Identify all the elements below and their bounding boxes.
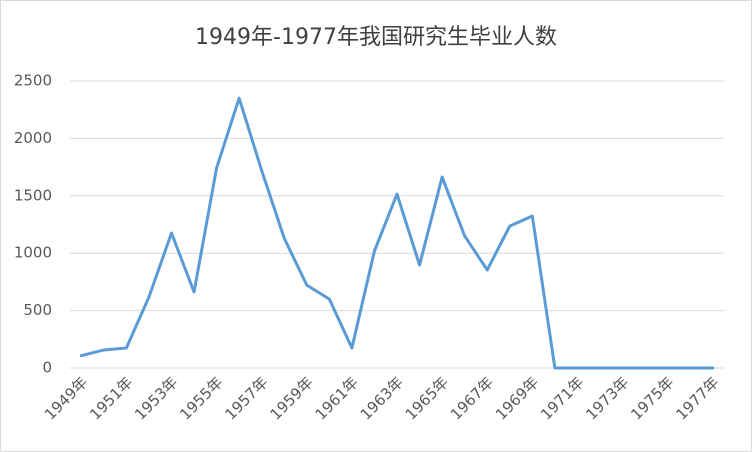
y-tick-label: 2500 [14, 72, 52, 90]
chart-title: 1949年-1977年我国研究生毕业人数 [195, 25, 557, 50]
y-tick-label: 2000 [14, 129, 52, 147]
data-line [79, 96, 715, 370]
y-tick-label: 1000 [14, 244, 52, 262]
y-tick-label: 1500 [14, 186, 52, 204]
y-tick-label: 500 [23, 301, 52, 319]
y-tick-label: 0 [42, 359, 52, 377]
